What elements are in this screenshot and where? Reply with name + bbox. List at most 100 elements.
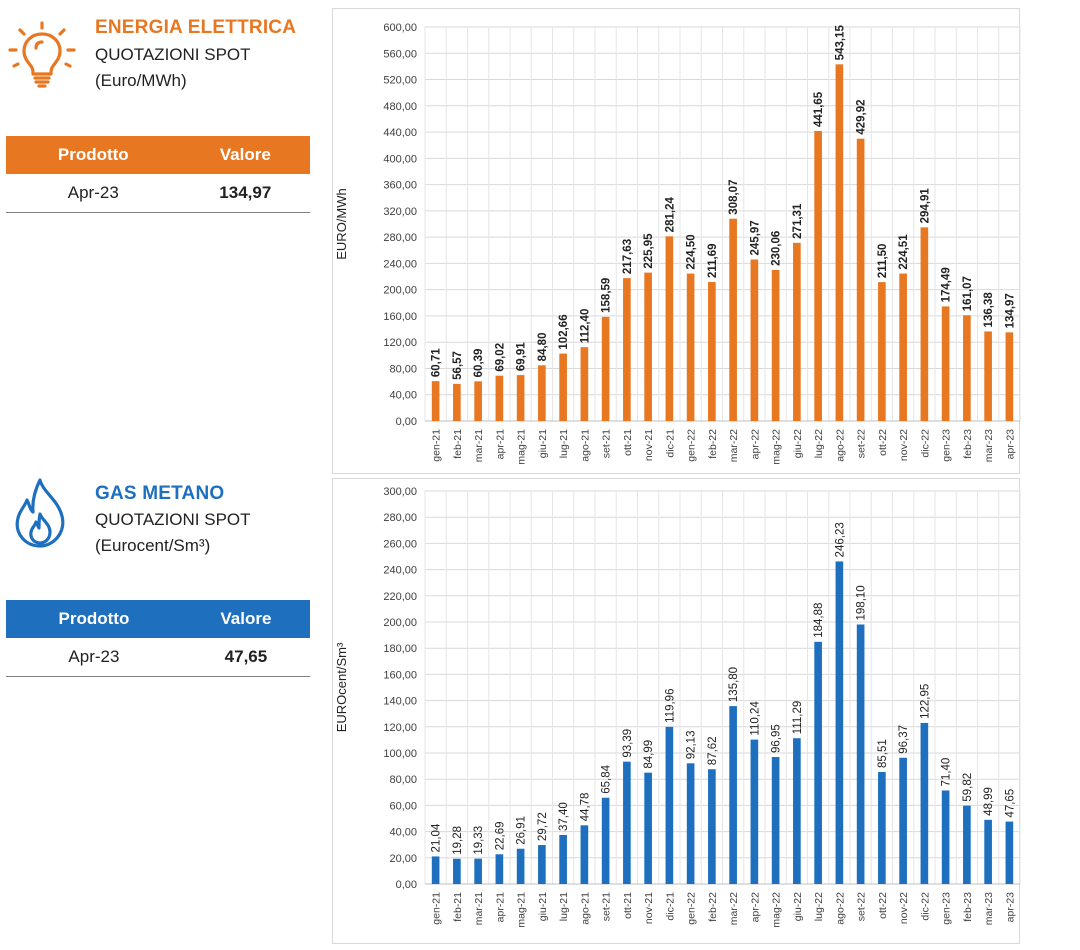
lightbulb-icon xyxy=(6,20,78,97)
bar xyxy=(984,331,992,421)
x-tick-label: feb-22 xyxy=(707,429,719,459)
data-label: 161,07 xyxy=(962,276,974,311)
y-tick-label: 560,00 xyxy=(383,48,417,60)
data-label: 60,71 xyxy=(431,348,443,377)
data-label: 230,06 xyxy=(771,231,783,266)
x-tick-label: apr-21 xyxy=(494,429,506,460)
y-tick-label: 240,00 xyxy=(383,258,417,270)
electricity-subtitle: QUOTAZIONI SPOT xyxy=(95,45,251,64)
bar xyxy=(559,353,567,421)
data-label: 294,91 xyxy=(919,188,931,224)
product-cell: Apr-23 xyxy=(6,174,181,213)
x-tick-label: apr-22 xyxy=(749,429,761,460)
value-cell: 134,97 xyxy=(180,174,310,213)
data-label: 441,65 xyxy=(813,91,825,127)
y-axis-title: EURO/MWh xyxy=(334,188,349,260)
x-tick-label: gen-23 xyxy=(941,429,953,462)
table-header-row: Prodotto Valore xyxy=(6,136,310,174)
x-tick-label: ago-21 xyxy=(579,429,591,462)
x-tick-label: mar-21 xyxy=(473,429,485,462)
x-tick-label: mag-22 xyxy=(771,429,783,465)
x-tick-label: giu-22 xyxy=(792,429,804,458)
data-label: 112,40 xyxy=(579,309,591,344)
bar xyxy=(878,282,886,421)
electricity-unit: (Euro/MWh) xyxy=(95,71,187,90)
y-tick-label: 480,00 xyxy=(383,101,417,113)
bar xyxy=(963,315,971,421)
bar xyxy=(644,272,652,421)
product-cell: Apr-23 xyxy=(6,638,182,677)
gas-product-table: Prodotto Valore Apr-23 47,65 xyxy=(6,600,310,677)
data-label: 281,24 xyxy=(664,197,676,233)
x-tick-label: apr-23 xyxy=(1004,429,1016,460)
bar xyxy=(601,316,610,421)
x-tick-label: lug-22 xyxy=(813,429,825,458)
y-tick-label: 200,00 xyxy=(383,285,417,297)
gas-chart-frame xyxy=(332,478,1020,944)
data-label: 84,80 xyxy=(537,333,549,362)
x-tick-label: dic-21 xyxy=(664,429,676,458)
x-tick-label: ott-21 xyxy=(622,429,634,456)
bar xyxy=(729,218,737,421)
table-header-value: Valore xyxy=(219,145,271,164)
bar xyxy=(941,306,950,421)
y-tick-label: 320,00 xyxy=(383,206,417,218)
x-tick-label: ago-22 xyxy=(834,429,846,462)
y-tick-label: 600,00 xyxy=(383,22,417,34)
data-label: 217,63 xyxy=(622,239,634,274)
data-label: 136,38 xyxy=(983,292,995,328)
bar xyxy=(835,64,844,422)
data-label: 429,92 xyxy=(856,99,868,134)
value-cell: 47,65 xyxy=(181,638,310,677)
y-tick-label: 160,00 xyxy=(383,311,417,323)
bar xyxy=(750,259,759,421)
bar xyxy=(856,138,865,422)
table-header-value: Valore xyxy=(220,609,272,628)
data-label: 224,50 xyxy=(686,234,698,269)
data-label: 211,50 xyxy=(877,244,889,279)
bar xyxy=(516,375,525,421)
data-label: 308,07 xyxy=(728,180,740,215)
data-label: 60,39 xyxy=(473,349,485,378)
x-tick-label: gen-22 xyxy=(686,429,698,462)
bar xyxy=(686,273,695,421)
data-label: 225,95 xyxy=(643,233,655,269)
y-tick-label: 0,00 xyxy=(396,416,417,428)
x-tick-label: mar-22 xyxy=(728,429,740,462)
data-label: 224,51 xyxy=(898,234,910,270)
table-header-row: Prodotto Valore xyxy=(6,600,310,638)
x-tick-label: nov-22 xyxy=(898,429,910,461)
bar xyxy=(580,347,589,421)
bar xyxy=(708,281,716,421)
table-row: Apr-23 47,65 xyxy=(6,638,310,677)
x-tick-label: dic-22 xyxy=(919,429,931,458)
bar xyxy=(431,381,440,421)
bar xyxy=(538,365,546,421)
x-tick-label: lug-21 xyxy=(558,429,570,458)
flame-icon xyxy=(10,476,70,555)
x-tick-label: set-22 xyxy=(856,429,868,458)
data-label: 102,66 xyxy=(558,314,570,349)
bar xyxy=(1005,332,1014,421)
bar xyxy=(814,130,822,422)
table-header-product: Prodotto xyxy=(58,609,130,628)
bar xyxy=(920,227,929,421)
data-label: 69,02 xyxy=(494,343,506,372)
y-tick-label: 120,00 xyxy=(383,337,417,349)
x-tick-label: nov-21 xyxy=(643,429,655,461)
x-tick-label: mag-21 xyxy=(516,429,528,465)
data-label: 174,49 xyxy=(941,267,953,302)
y-tick-label: 360,00 xyxy=(383,180,417,192)
y-tick-label: 80,00 xyxy=(389,363,417,375)
bar xyxy=(899,273,907,421)
bar xyxy=(771,269,780,421)
gas-unit: (Eurocent/Sm³) xyxy=(95,536,211,555)
bar xyxy=(453,383,461,421)
y-tick-label: 40,00 xyxy=(389,390,417,402)
table-header-product: Prodotto xyxy=(57,145,129,164)
x-tick-label: mar-23 xyxy=(983,429,995,462)
y-tick-label: 520,00 xyxy=(383,75,417,87)
data-label: 271,31 xyxy=(792,203,804,239)
electricity-title: ENERGIA ELETTRICA xyxy=(95,17,297,38)
